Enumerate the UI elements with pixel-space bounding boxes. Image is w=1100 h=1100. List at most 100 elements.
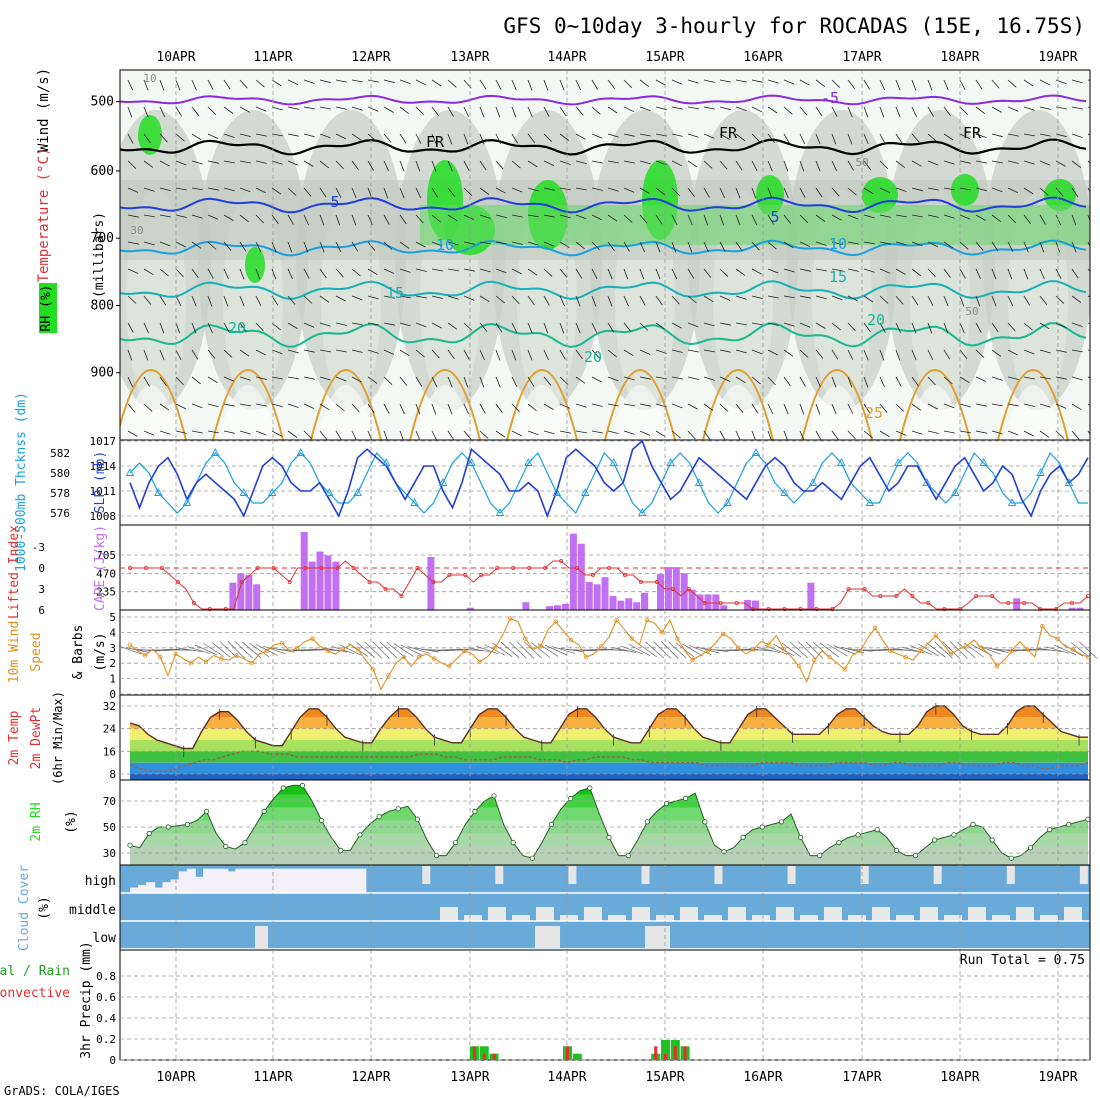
li-marker	[894, 594, 899, 599]
wind-barb	[911, 268, 921, 277]
wind-barb	[479, 79, 487, 90]
pressure-axis-label: (millibars)	[92, 212, 107, 298]
precip-convective-bar	[654, 1046, 658, 1060]
wind-barb	[833, 645, 856, 655]
wind-barb	[623, 214, 633, 223]
cloud-high-cell	[178, 871, 188, 893]
wind-barb	[895, 133, 903, 144]
wind-barb	[735, 349, 747, 354]
wind-barb	[901, 646, 925, 654]
panel-frame	[119, 949, 1091, 1061]
wind-barb	[159, 241, 171, 247]
rh-marker	[836, 839, 842, 846]
wind-barb	[927, 133, 937, 142]
wind-barb	[639, 268, 645, 280]
cloud-high-cell	[1006, 866, 1015, 884]
wind-speed-marker	[979, 645, 984, 650]
precip-tick-label: 0.8	[96, 970, 116, 983]
wind-barb	[957, 641, 976, 659]
wind-barb	[991, 295, 997, 307]
cloud-high-cell	[138, 884, 148, 893]
wind-barb	[831, 79, 841, 88]
wind-barb	[431, 268, 443, 272]
wind-barb	[125, 647, 150, 653]
wind-barb	[207, 376, 218, 383]
temp-axis-label-c: (6hr Min/Max)	[51, 691, 65, 785]
li-marker	[1022, 601, 1027, 606]
wind-barb	[255, 79, 265, 88]
wind-barb	[543, 295, 550, 306]
wind-barb	[431, 241, 443, 247]
wind-barb	[591, 160, 603, 164]
wind-barb	[303, 79, 315, 84]
wind-barb	[223, 268, 229, 280]
wind-barb	[287, 133, 299, 137]
temperature-axis-label: Temperature (°C)	[36, 148, 52, 283]
slp-thickness-panel: 1008 1011 1014 1017 576 578 580 582 1000-500mb T…	[14, 392, 1091, 572]
wind-barb	[847, 241, 859, 245]
wind-barb	[511, 268, 522, 275]
wind-barb	[751, 214, 758, 226]
cape-bar	[316, 551, 324, 610]
cape-li-panel: -3 0 3 6 705 470 235 Lifted Index CAPE (J/kg)	[7, 524, 1091, 619]
wind-barb	[815, 403, 821, 415]
wind-barb	[319, 403, 330, 411]
rh-marker	[529, 855, 536, 861]
wind-barb	[879, 295, 889, 304]
wind-barb	[479, 376, 485, 388]
wind-barb	[479, 268, 491, 273]
temp-contour-25	[997, 369, 1069, 440]
wind-barb	[271, 322, 281, 331]
cloud-high-cell	[219, 868, 229, 893]
wind-barb	[511, 187, 523, 193]
wind-barb	[719, 214, 725, 226]
wind-barb	[799, 322, 811, 328]
wind-speed-marker	[720, 631, 726, 637]
wind-barb	[575, 79, 582, 91]
cloud-high-cell	[284, 868, 294, 893]
wind-barb	[783, 295, 795, 299]
li-tick-label: 3	[38, 583, 45, 596]
wind-barb	[191, 187, 203, 191]
cloud-high-cell	[568, 866, 577, 884]
wind-speed-marker	[751, 647, 756, 652]
wind-barb	[223, 322, 230, 333]
wind-barb	[175, 79, 181, 91]
warm-core	[512, 385, 572, 440]
wind-barb	[351, 79, 363, 83]
rh2m-axis-unit: (%)	[64, 810, 79, 833]
wind-speed-marker	[203, 659, 209, 664]
wind-barb	[991, 403, 1003, 407]
wind-barb	[383, 268, 395, 274]
wind-barb	[959, 403, 971, 408]
cloud-middle-cell	[488, 907, 506, 921]
wind-barb	[735, 133, 746, 142]
cape-bar	[807, 582, 815, 610]
wind-barb	[927, 295, 934, 306]
freezing-level-contour	[120, 138, 1087, 156]
wind-barb	[783, 403, 789, 415]
wind-barb	[270, 647, 294, 653]
wind-barb	[367, 322, 379, 326]
wind-barb	[255, 241, 262, 252]
wind-barb	[207, 349, 216, 359]
wind-barb	[863, 648, 888, 652]
wind-barb	[1055, 295, 1065, 304]
wind-barb	[847, 349, 854, 360]
wind-barb	[863, 133, 869, 145]
wind-barb	[559, 106, 567, 117]
precip-convective-bar	[492, 1053, 496, 1060]
wind-barb	[287, 187, 297, 196]
wind-barb	[143, 187, 155, 192]
wind-barb	[1039, 376, 1051, 380]
wind-speed-marker	[827, 654, 832, 660]
wind-barb	[308, 649, 333, 651]
wind-speed-marker	[948, 651, 954, 657]
temp-line	[129, 705, 1088, 750]
slp-tick-label: 1008	[90, 510, 117, 523]
li-marker	[303, 566, 308, 571]
temp-band	[130, 740, 1088, 752]
contour-label: 20	[584, 348, 602, 366]
wind-barb	[863, 187, 874, 195]
wind-barb	[799, 160, 805, 172]
